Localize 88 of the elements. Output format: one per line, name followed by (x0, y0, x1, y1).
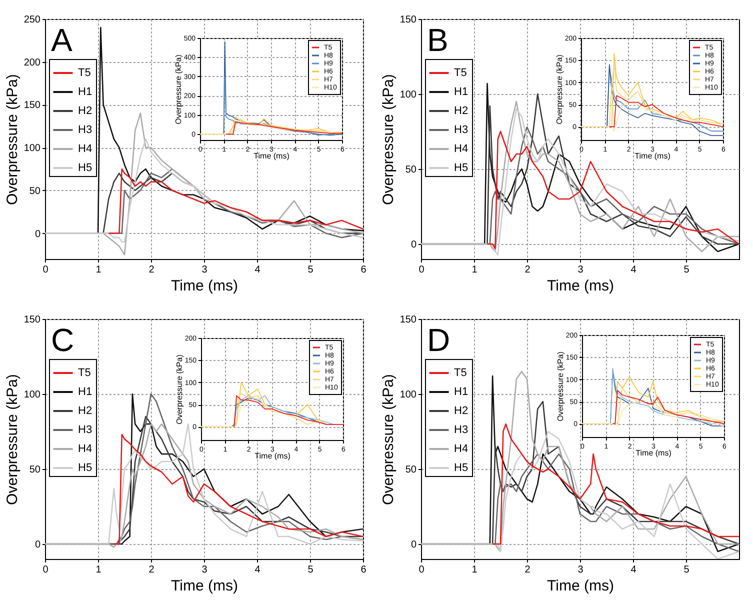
x-tick-label: 5 (684, 264, 690, 276)
chart-title: D (427, 322, 450, 358)
x-tick-label: 3 (578, 264, 584, 276)
x-tick-label: 5 (684, 564, 690, 576)
y-tick-label: 100 (400, 90, 417, 100)
legend-label: H1 (78, 86, 92, 98)
x-tick-label: 4 (630, 264, 637, 276)
x-tick-label: 6 (360, 564, 367, 576)
legend-label: H5 (454, 462, 468, 474)
x-tick-label: 3 (578, 564, 584, 576)
legend-label: H4 (454, 143, 468, 155)
legend-label: H3 (78, 424, 92, 436)
y-tick-label: 50 (29, 464, 41, 476)
legend-label: H2 (454, 105, 468, 117)
x-tick-label: 5 (308, 564, 314, 576)
y-tick-label: 150 (400, 14, 417, 26)
x-tick-label: 0 (42, 264, 49, 276)
y-axis-title: Overpressure (kPa) (380, 374, 397, 505)
y-axis-title: Overpressure (kPa) (4, 374, 21, 505)
y-tick-label: 0 (410, 540, 417, 550)
y-tick-label: 150 (24, 314, 41, 326)
x-tick-label: 0 (418, 564, 425, 576)
y-axis-title: Overpressure (kPa) (174, 354, 184, 424)
x-axis-title: Time (ms) (254, 452, 291, 460)
y-tick-label: 100 (24, 143, 41, 154)
x-tick-label: 0 (42, 564, 49, 576)
legend-label: T5 (78, 67, 91, 79)
x-axis-title: Time (ms) (171, 278, 238, 294)
y-tick-label: 100 (400, 390, 417, 400)
legend-label: H5 (78, 462, 92, 474)
legend-label: H4 (78, 443, 92, 455)
x-tick-label: 0 (418, 264, 425, 276)
y-tick-label: 100 (24, 390, 41, 400)
y-axis-title: Overpressure (kPa) (174, 54, 183, 124)
y-axis-title: Overpressure (kPa) (4, 74, 21, 205)
chart-title: C (51, 322, 74, 358)
y-tick-label: 50 (405, 464, 417, 476)
legend-label: H3 (454, 424, 468, 436)
y-tick-label: 0 (410, 240, 417, 250)
x-tick-label: 4 (254, 564, 261, 576)
x-tick-label: 1 (96, 264, 102, 276)
x-tick-label: 4 (254, 264, 261, 276)
x-axis-title: Time (ms) (547, 278, 614, 294)
x-tick-label: 5 (308, 264, 314, 276)
y-axis-title: Overpressure (kPa) (380, 74, 397, 205)
legend-label: H1 (454, 86, 468, 98)
chart-title: A (51, 22, 73, 58)
x-tick-label: 1 (472, 264, 478, 276)
y-axis-title: Overpressure (kPa) (556, 351, 565, 422)
x-tick-label: 2 (524, 564, 531, 576)
legend-label: H1 (78, 386, 92, 398)
x-axis-title: Time (ms) (634, 152, 671, 160)
legend-label: T5 (454, 67, 467, 79)
y-tick-label: 150 (400, 314, 417, 326)
legend-label: H4 (78, 143, 92, 155)
y-tick-label: 50 (29, 186, 41, 197)
y-tick-label: 200 (24, 57, 41, 68)
y-axis-title: Overpressure (kPa) (554, 54, 564, 124)
x-tick-label: 6 (360, 264, 367, 276)
legend-label: T5 (454, 367, 467, 379)
legend-label: H2 (78, 405, 92, 417)
y-tick-label: 0 (34, 228, 41, 240)
legend-label: H5 (454, 162, 468, 174)
y-tick-label: 250 (24, 14, 41, 26)
x-tick-label: 2 (148, 564, 155, 576)
chart-title: B (427, 22, 448, 58)
legend-label: H3 (454, 124, 468, 136)
x-tick-label: 2 (148, 264, 155, 276)
legend-label: H2 (454, 405, 468, 417)
x-tick-label: 1 (96, 564, 102, 576)
x-axis-title: Time (ms) (171, 578, 238, 594)
x-tick-label: 3 (202, 264, 208, 276)
legend-label: H2 (78, 105, 92, 117)
y-tick-label: 0 (34, 540, 41, 550)
legend-label: T5 (78, 367, 91, 379)
x-tick-label: 3 (202, 564, 208, 576)
legend-label: H5 (78, 162, 92, 174)
x-tick-label: 1 (472, 564, 478, 576)
y-tick-label: 50 (405, 164, 417, 176)
x-tick-label: 2 (524, 264, 531, 276)
y-tick-label: 150 (24, 100, 41, 112)
legend-label: H4 (454, 443, 468, 455)
x-tick-label: 4 (630, 564, 637, 576)
legend-label: H1 (454, 386, 468, 398)
x-axis-title: Time (ms) (254, 152, 290, 160)
x-axis-title: Time (ms) (636, 448, 672, 458)
x-axis-title: Time (ms) (547, 578, 614, 594)
legend-label: H3 (78, 124, 92, 136)
